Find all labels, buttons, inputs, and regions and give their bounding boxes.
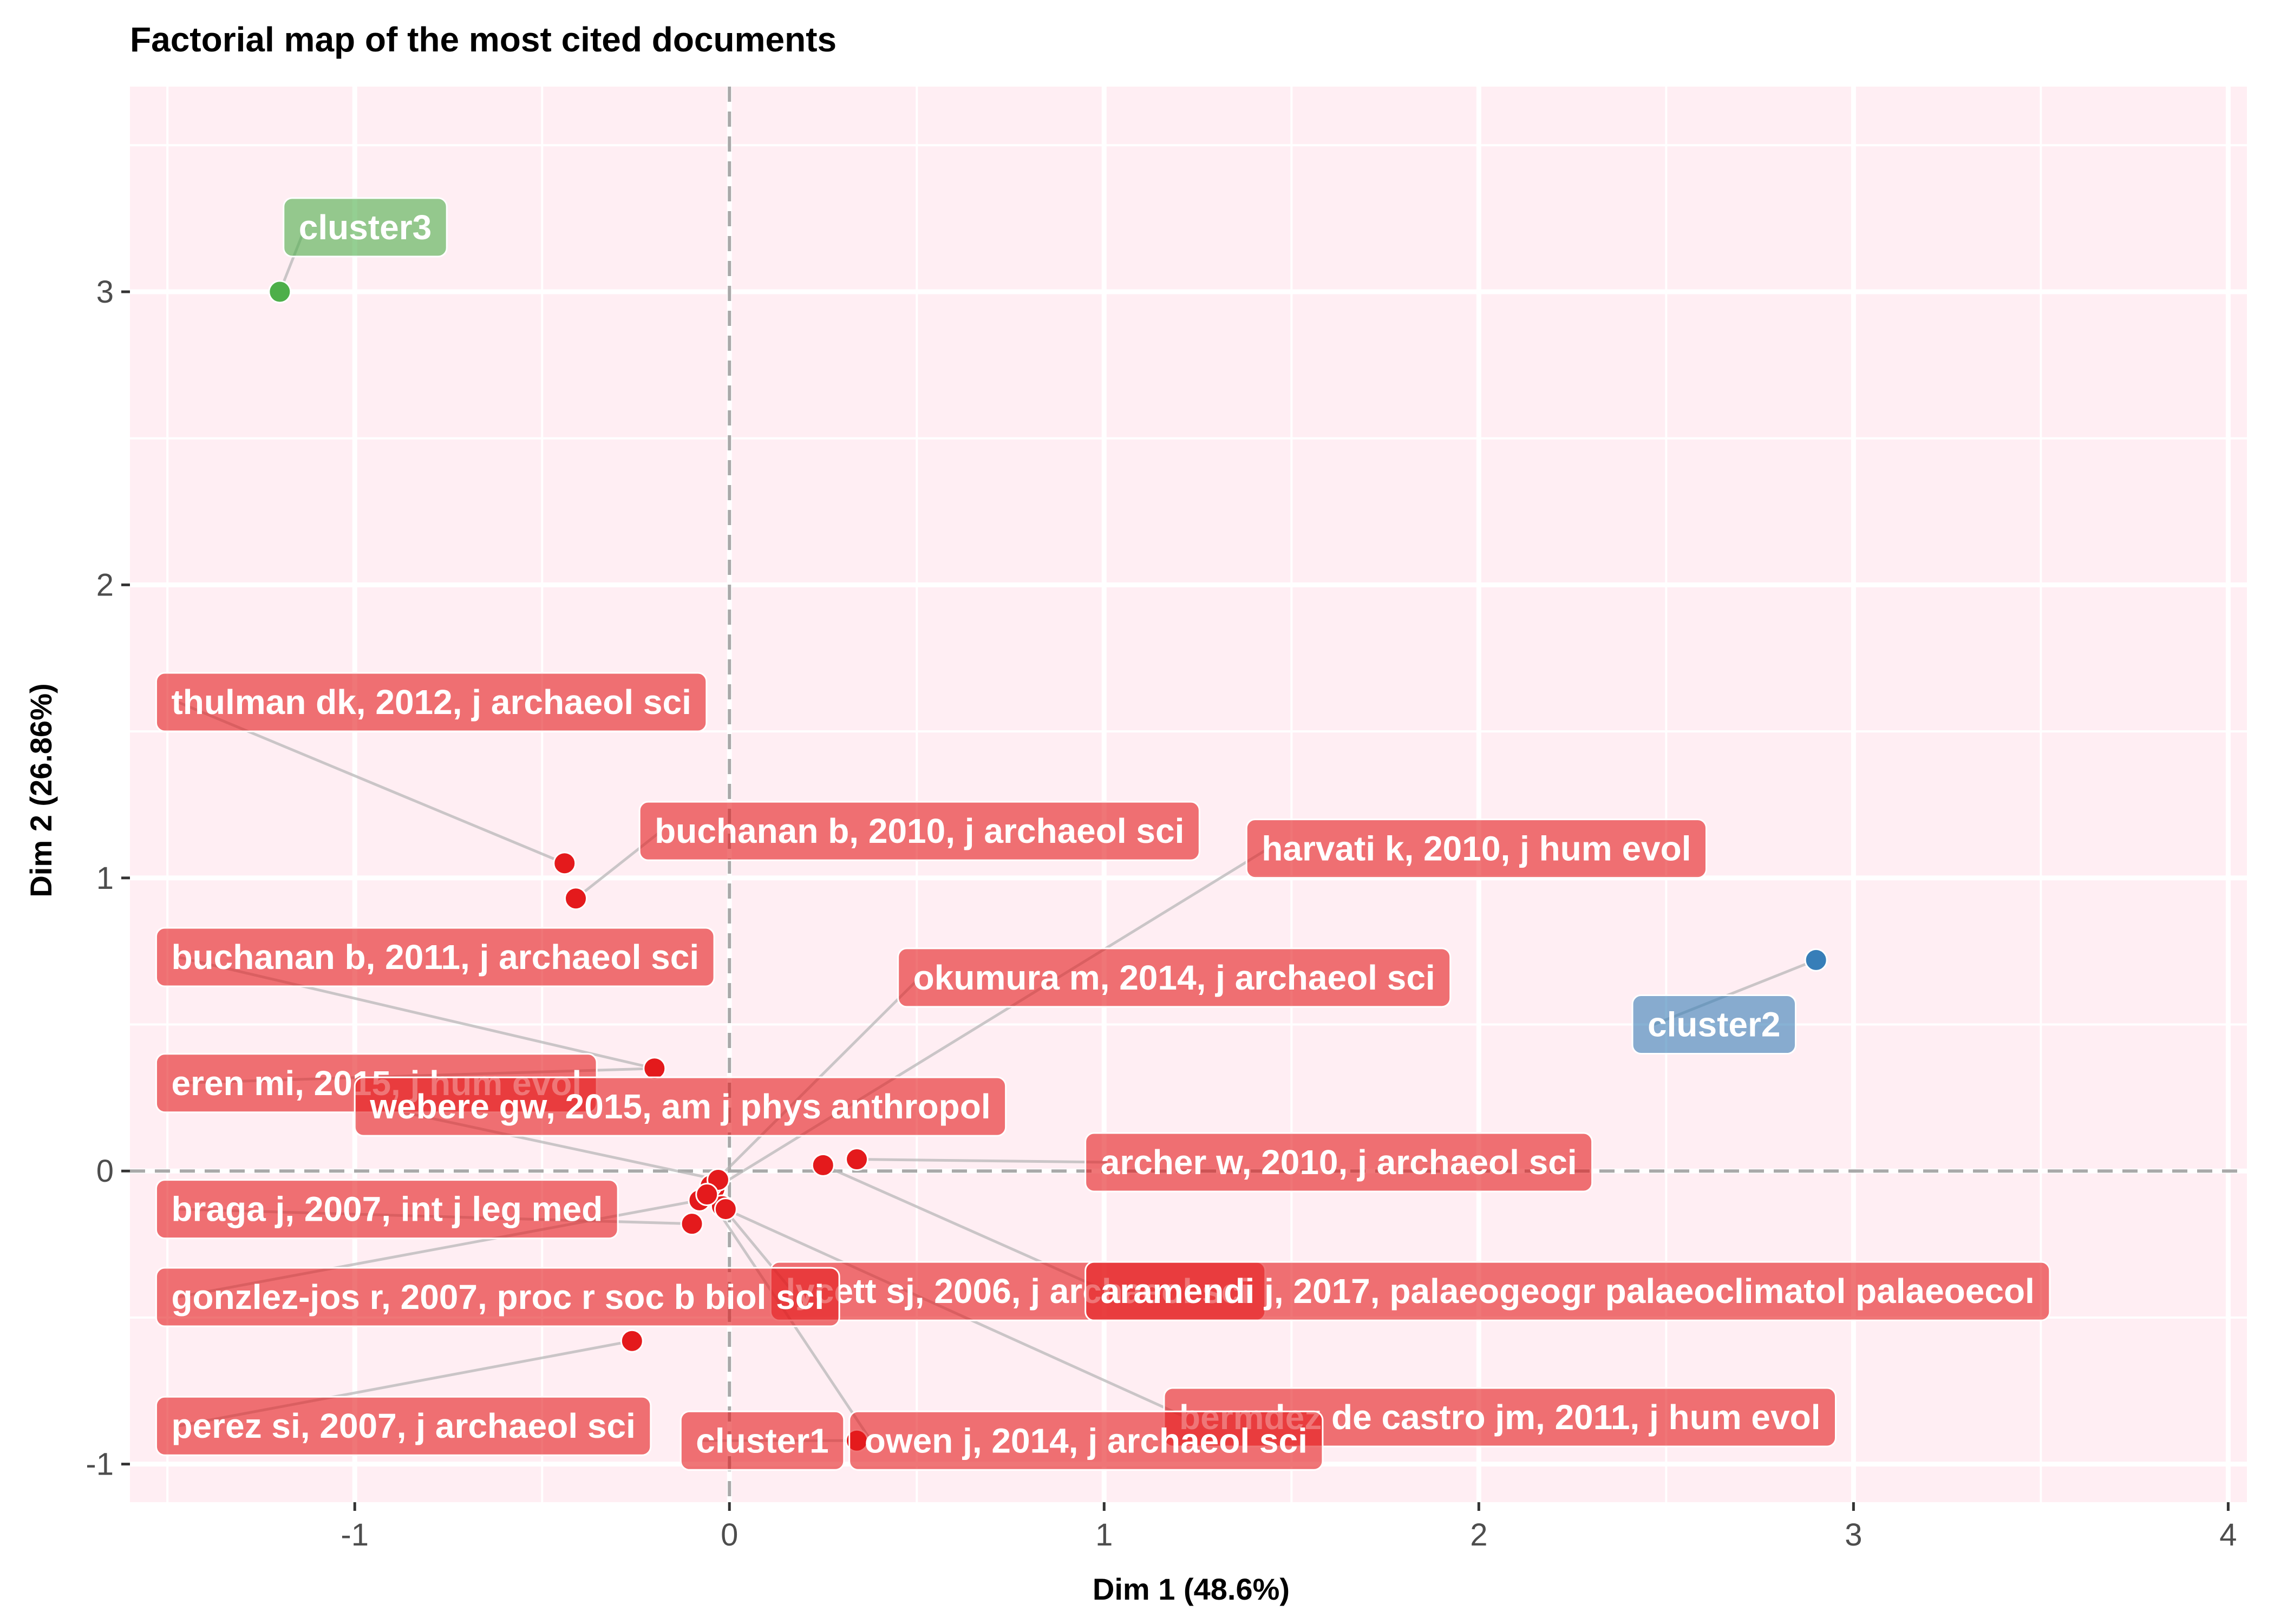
point-perez-si-2007-j-archaeol-sci bbox=[620, 1329, 644, 1353]
point-cluster2 bbox=[1804, 948, 1828, 972]
label-box bbox=[155, 1267, 840, 1327]
chart-title: Factorial map of the most cited document… bbox=[130, 20, 837, 59]
y-tick-label: 3 bbox=[96, 274, 114, 310]
point-thulman-dk-2012-j-archaeol-sci bbox=[553, 852, 577, 875]
label-text: buchanan b, 2010, j archaeol sci bbox=[655, 811, 1184, 850]
label-braga-j-2007-int-j-leg-med: braga j, 2007, int j leg med bbox=[155, 1179, 619, 1240]
x-axis-title: Dim 1 (48.6%) bbox=[1093, 1572, 1290, 1606]
y-tick-label: 1 bbox=[96, 861, 114, 896]
label-buchanan-b-2011-j-archaeol-sci: buchanan b, 2011, j archaeol sci bbox=[155, 927, 715, 987]
label-text: okumura m, 2014, j archaeol sci bbox=[913, 958, 1435, 997]
label-text: cluster2 bbox=[1648, 1005, 1780, 1044]
label-text: archer w, 2010, j archaeol sci bbox=[1101, 1143, 1577, 1182]
point-aramendi-j-2017-palaeogeogr-palaeoclimatol-palaeoecol bbox=[811, 1153, 835, 1177]
connector-archer-w-2010-j-archaeol-sci bbox=[857, 1158, 1107, 1164]
y-tick-label: -1 bbox=[86, 1447, 114, 1482]
label-text: aramendi j, 2017, palaeogeogr palaeoclim… bbox=[1101, 1272, 2035, 1311]
label-box bbox=[1084, 1132, 1593, 1193]
point-braga-j-2007-int-j-leg-med bbox=[680, 1212, 704, 1236]
label-text: cluster3 bbox=[299, 208, 432, 247]
label-box bbox=[283, 197, 448, 258]
label-box bbox=[1245, 818, 1708, 879]
x-tick-label: 3 bbox=[1845, 1517, 1862, 1553]
label-text: buchanan b, 2011, j archaeol sci bbox=[171, 938, 699, 977]
y-tick-label: 2 bbox=[96, 567, 114, 603]
point-labels: thulman dk, 2012, j archaeol sci buchanan… bbox=[155, 197, 2051, 1471]
label-box bbox=[1084, 1261, 2051, 1321]
label-text: harvati k, 2010, j hum evol bbox=[1262, 829, 1691, 868]
label-text: webere gw, 2015, am j phys anthropol bbox=[369, 1087, 990, 1126]
label-box bbox=[679, 1410, 845, 1471]
label-okumura-m-2014-j-archaeol-sci: okumura m, 2014, j archaeol sci bbox=[897, 947, 1452, 1008]
label-box bbox=[848, 1410, 1324, 1471]
label-text: owen j, 2014, j archaeol sci bbox=[865, 1421, 1308, 1460]
label-text: cluster1 bbox=[696, 1421, 828, 1460]
point-archer-w-2010-j-archaeol-sci bbox=[845, 1148, 869, 1171]
point-eren-mi-2015-j-hum-evol bbox=[643, 1057, 666, 1081]
label-box bbox=[155, 927, 715, 987]
label-cluster1: cluster1 bbox=[679, 1410, 845, 1471]
label-archer-w-2010-j-archaeol-sci: archer w, 2010, j archaeol sci bbox=[1084, 1132, 1593, 1193]
label-cluster3: cluster3 bbox=[283, 197, 448, 258]
label-text: thulman dk, 2012, j archaeol sci bbox=[171, 683, 691, 722]
x-tick-label: 4 bbox=[2219, 1517, 2237, 1553]
label-perez-si-2007-j-archaeol-sci: perez si, 2007, j archaeol sci bbox=[155, 1396, 652, 1456]
label-box bbox=[155, 1179, 619, 1240]
label-box bbox=[1631, 994, 1797, 1055]
x-tick-label: 0 bbox=[721, 1517, 738, 1553]
label-gonzlez-jos-r-2007-proc-r-soc-b-biol-sci: gonzlez-jos r, 2007, proc r soc b biol s… bbox=[155, 1267, 840, 1327]
label-box bbox=[155, 1396, 652, 1456]
point-bermdez-de-castro-jm-2011-j-hum-evol bbox=[714, 1197, 737, 1221]
label-box bbox=[155, 672, 708, 732]
x-tick-label: 1 bbox=[1095, 1517, 1113, 1553]
label-box bbox=[897, 947, 1452, 1008]
label-text: braga j, 2007, int j leg med bbox=[171, 1190, 603, 1229]
point-owen-j-2014-j-archaeol-sci bbox=[695, 1183, 719, 1207]
y-tick-label: 0 bbox=[96, 1154, 114, 1189]
label-webere-gw-2015-am-j-phys-anthropol: webere gw, 2015, am j phys anthropol bbox=[354, 1076, 1007, 1137]
x-axis: -1 0 1 2 3 4 bbox=[341, 1502, 2237, 1553]
label-box bbox=[354, 1076, 1007, 1137]
point-cluster3 bbox=[268, 280, 292, 304]
label-box bbox=[638, 801, 1200, 861]
label-thulman-dk-2012-j-archaeol-sci: thulman dk, 2012, j archaeol sci bbox=[155, 672, 708, 732]
y-axis-title: Dim 2 (26.86%) bbox=[24, 683, 58, 897]
x-tick-label: -1 bbox=[341, 1517, 369, 1553]
x-tick-label: 2 bbox=[1470, 1517, 1487, 1553]
data-points bbox=[268, 280, 1828, 1452]
point-buchanan-b-2010-j-archaeol-sci bbox=[564, 887, 588, 911]
y-axis: -1 0 1 2 3 bbox=[86, 274, 130, 1482]
label-owen-j-2014-j-archaeol-sci: owen j, 2014, j archaeol sci bbox=[848, 1410, 1324, 1471]
label-aramendi-j-2017-palaeogeogr-palaeoclimatol-palaeoecol: aramendi j, 2017, palaeogeogr palaeoclim… bbox=[1084, 1261, 2051, 1321]
label-harvati-k-2010-j-hum-evol: harvati k, 2010, j hum evol bbox=[1245, 818, 1708, 879]
label-buchanan-b-2010-j-archaeol-sci: buchanan b, 2010, j archaeol sci bbox=[638, 801, 1200, 861]
label-cluster2: cluster2 bbox=[1631, 994, 1797, 1055]
label-text: perez si, 2007, j archaeol sci bbox=[171, 1406, 635, 1445]
label-text: gonzlez-jos r, 2007, proc r soc b biol s… bbox=[171, 1278, 824, 1317]
